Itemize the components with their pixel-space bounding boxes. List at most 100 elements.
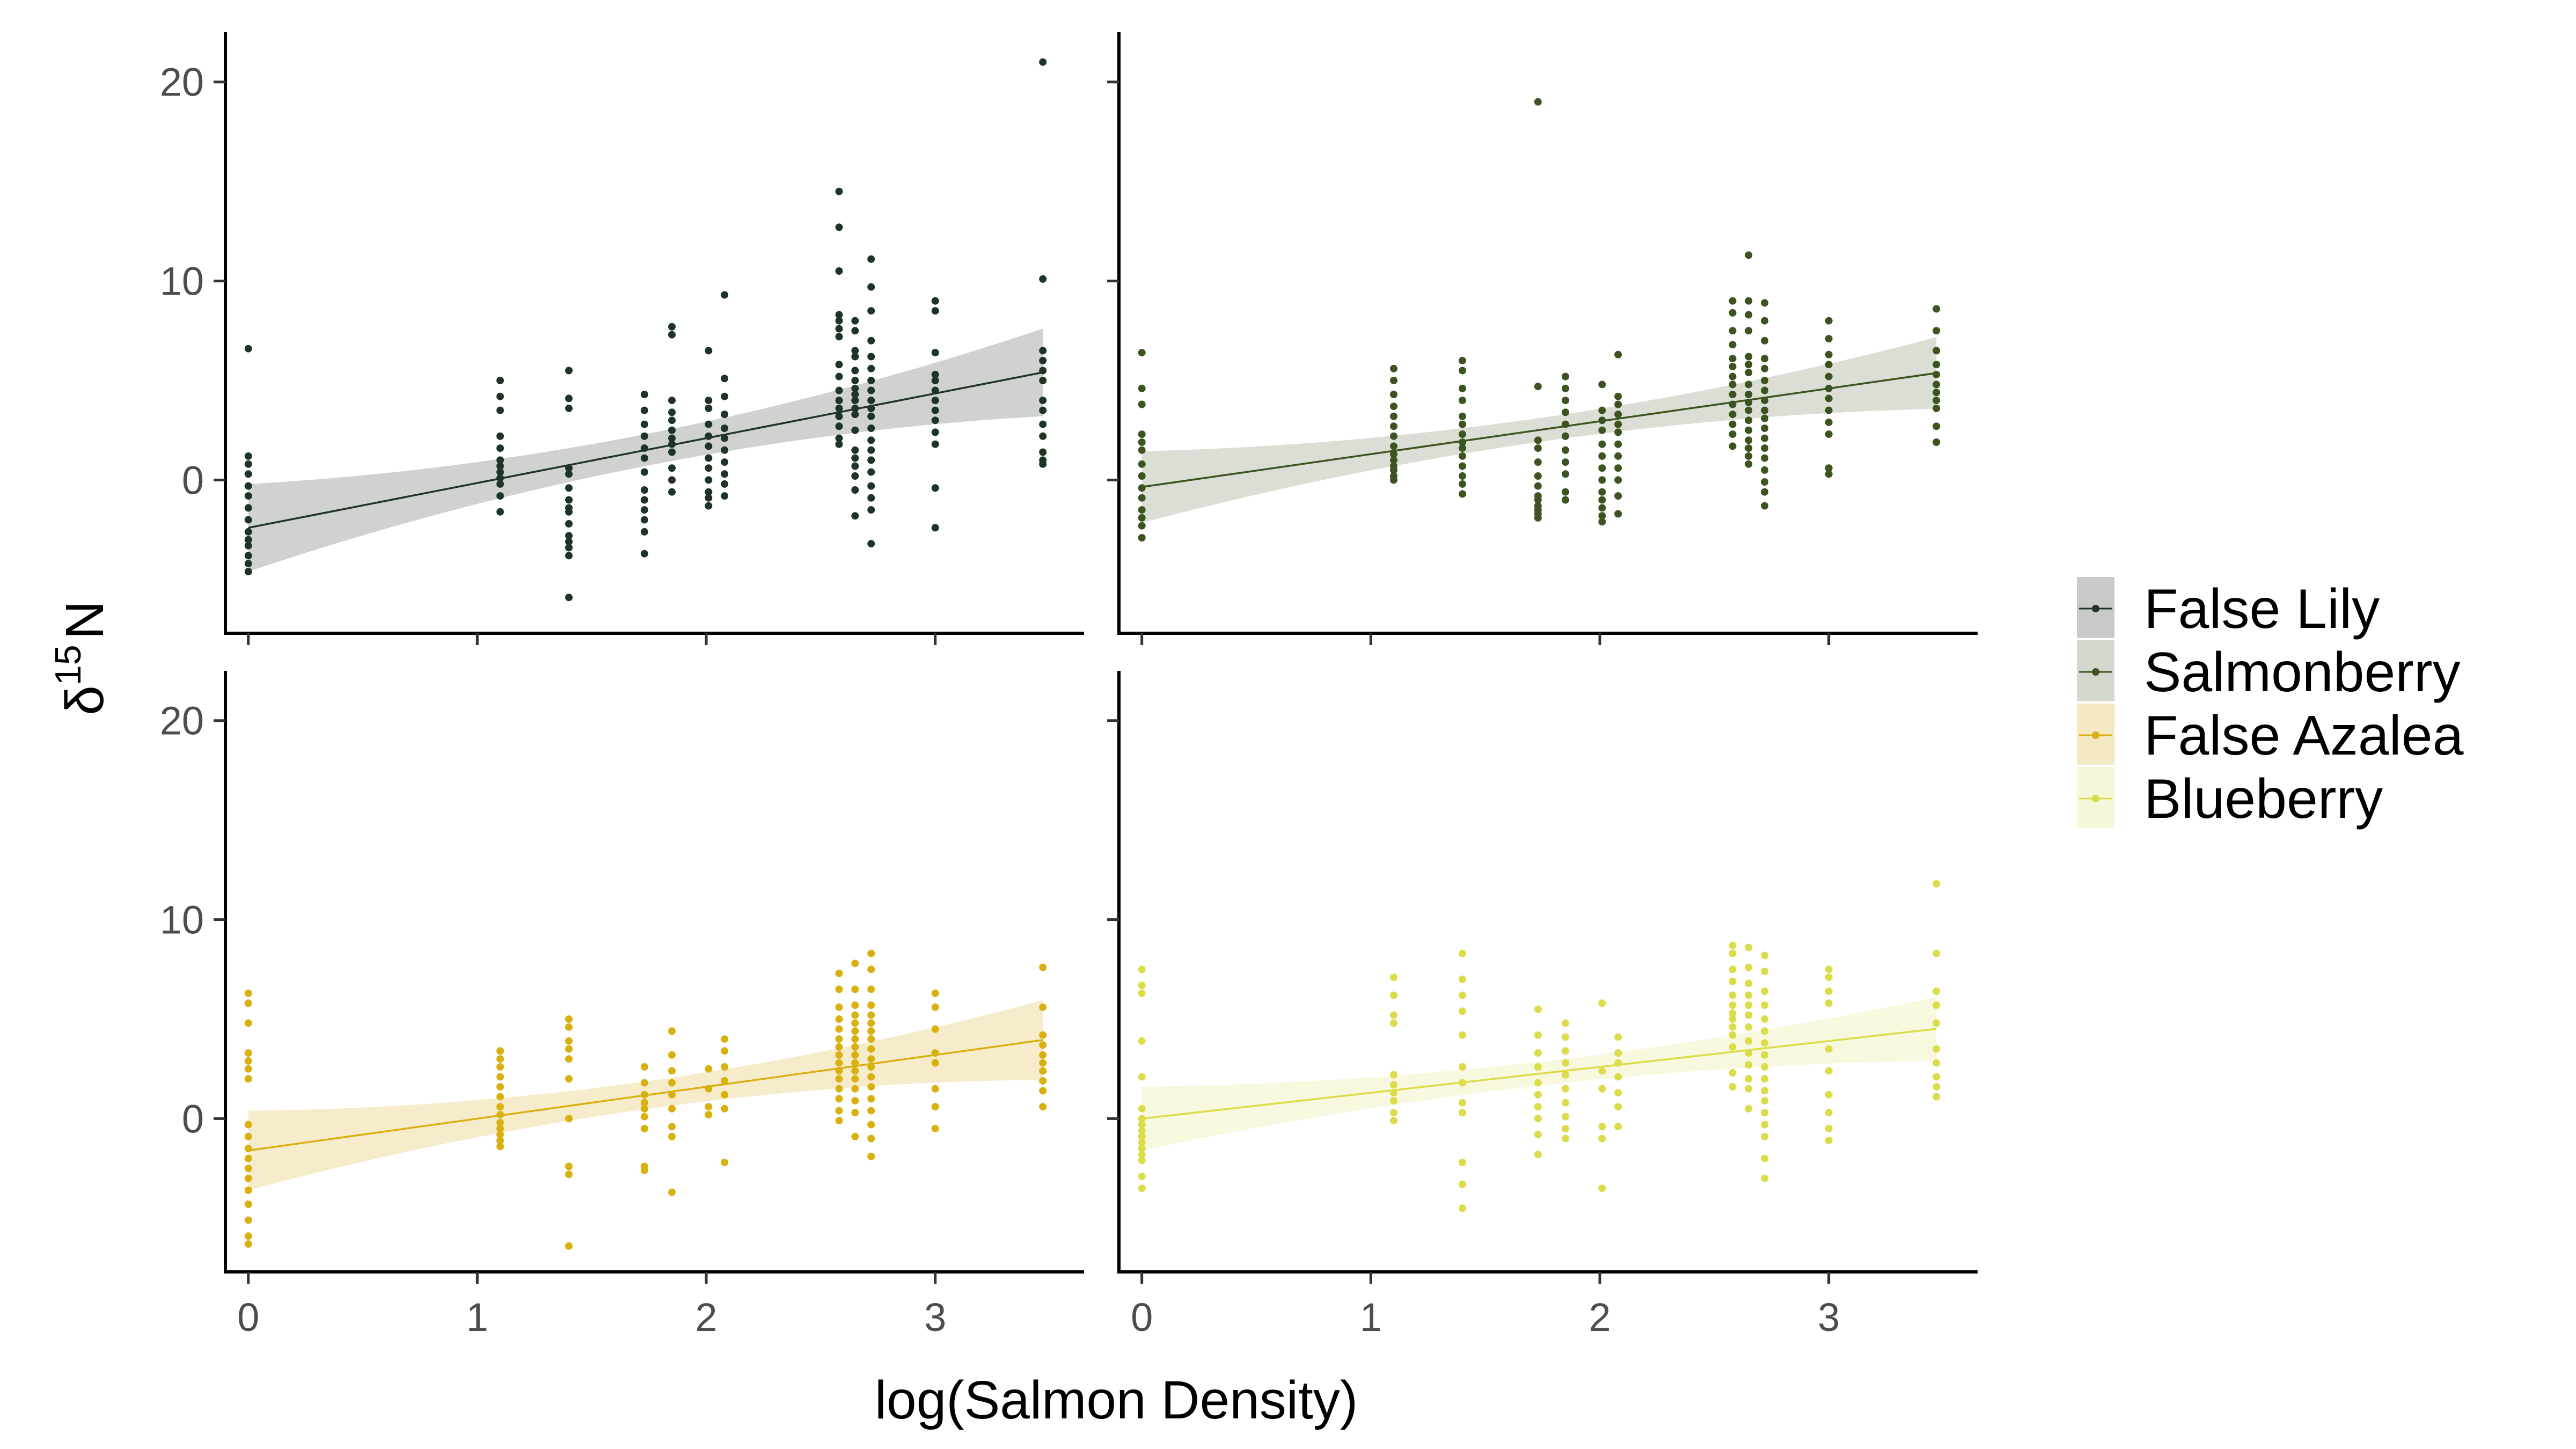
data-point	[1534, 1151, 1542, 1159]
data-point	[1745, 426, 1753, 434]
data-point	[496, 492, 504, 500]
data-point	[565, 1162, 573, 1170]
fit-line	[248, 371, 1043, 529]
data-point	[1534, 444, 1542, 452]
data-point	[1614, 492, 1622, 500]
data-point	[1614, 1073, 1622, 1081]
data-point	[1933, 949, 1941, 957]
data-point	[931, 440, 939, 448]
data-point	[244, 1132, 252, 1140]
data-point	[867, 364, 875, 372]
data-point	[1534, 383, 1542, 391]
data-point	[1729, 1015, 1737, 1023]
data-point	[1138, 1145, 1146, 1153]
data-point	[1459, 356, 1466, 364]
data-point	[1138, 1121, 1146, 1129]
data-point	[565, 1055, 573, 1063]
data-point	[1534, 1131, 1542, 1139]
data-point	[244, 452, 252, 460]
data-point	[867, 456, 875, 464]
data-point	[705, 1065, 713, 1073]
x-tick-label: 2	[695, 1295, 717, 1340]
data-point	[1534, 1079, 1542, 1087]
data-point	[1745, 963, 1753, 971]
data-point	[705, 494, 713, 502]
data-point	[565, 520, 573, 528]
data-point	[1459, 1204, 1466, 1212]
data-point	[1825, 999, 1833, 1007]
data-point	[867, 482, 875, 490]
data-point	[1534, 496, 1542, 504]
data-point	[1729, 363, 1737, 370]
data-point	[835, 325, 843, 333]
data-point	[1614, 411, 1622, 419]
data-point	[1562, 397, 1569, 405]
data-point	[851, 426, 859, 434]
data-point	[1390, 1019, 1397, 1027]
data-point	[1138, 1132, 1146, 1140]
data-point	[1039, 356, 1047, 364]
data-point	[721, 480, 729, 488]
panel-blueberry	[1117, 671, 1978, 1274]
data-point	[565, 1115, 573, 1123]
data-point	[244, 999, 252, 1007]
data-point	[867, 353, 875, 361]
data-point	[1761, 466, 1769, 474]
data-point	[851, 1011, 859, 1019]
data-point	[1562, 446, 1569, 454]
data-point	[721, 1104, 729, 1113]
data-point	[1745, 1104, 1753, 1113]
data-point	[244, 1065, 252, 1073]
data-point	[931, 297, 939, 305]
data-point	[931, 428, 939, 436]
data-point	[835, 267, 843, 275]
data-point	[1745, 311, 1753, 319]
data-point	[931, 416, 939, 425]
data-point	[565, 594, 573, 602]
data-point	[1745, 991, 1753, 999]
data-point	[1390, 364, 1397, 372]
data-point	[1562, 488, 1569, 496]
data-point	[1745, 1023, 1753, 1031]
data-point	[705, 488, 713, 496]
y-tick-label: 10	[160, 898, 204, 942]
data-point	[1534, 1005, 1542, 1013]
data-point	[565, 1015, 573, 1023]
data-point	[1761, 1027, 1769, 1035]
data-point	[668, 1027, 676, 1035]
data-point	[1614, 400, 1622, 408]
data-point	[1534, 436, 1542, 444]
data-point	[1729, 1031, 1737, 1039]
data-point	[565, 1170, 573, 1179]
data-point	[668, 1067, 676, 1075]
data-point	[1729, 941, 1737, 949]
data-point	[1745, 391, 1753, 398]
data-point	[496, 462, 504, 470]
data-point	[1761, 1174, 1769, 1182]
data-point	[1825, 430, 1833, 438]
data-point	[1745, 1011, 1753, 1019]
data-point	[1039, 1103, 1047, 1111]
data-point	[1039, 460, 1047, 468]
data-point	[835, 412, 843, 420]
legend-key-point	[2092, 605, 2099, 612]
data-point	[1138, 484, 1146, 492]
data-point	[1761, 968, 1769, 975]
data-point	[1138, 965, 1146, 974]
data-point	[931, 1025, 939, 1033]
data-point	[851, 327, 859, 335]
data-point	[1598, 1135, 1606, 1143]
data-point	[565, 538, 573, 546]
data-point	[1825, 418, 1833, 426]
data-point	[1933, 397, 1941, 405]
data-point	[931, 484, 939, 492]
data-point	[1933, 347, 1941, 355]
data-point	[496, 1143, 504, 1151]
data-point	[1390, 1071, 1397, 1079]
data-point	[1729, 355, 1737, 363]
data-point	[867, 1083, 875, 1091]
data-point	[1729, 327, 1737, 335]
data-point	[867, 1121, 875, 1129]
data-point	[244, 1049, 252, 1057]
data-point	[640, 496, 648, 504]
